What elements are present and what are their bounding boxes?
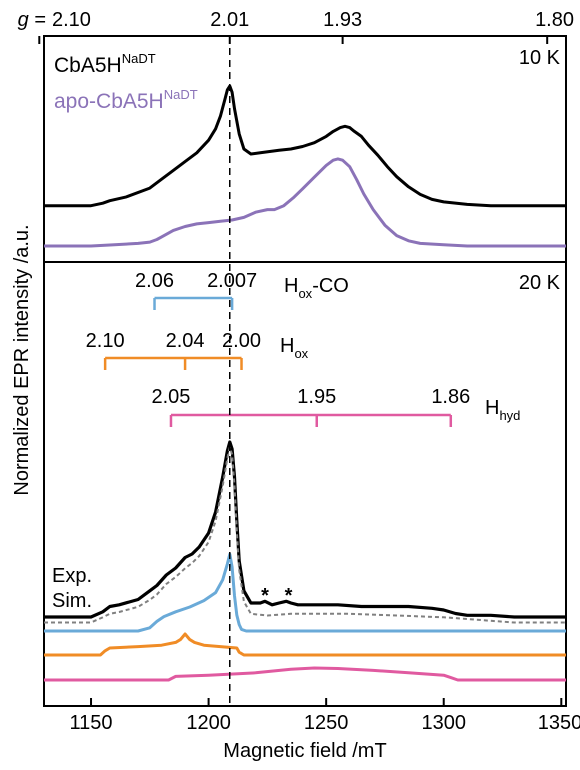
stick-tick-label: 2.10: [86, 330, 125, 352]
legend-cba5h-main: CbA5H: [54, 54, 122, 77]
series-line-1-0: [44, 440, 566, 619]
series-line-1-2: [44, 552, 566, 633]
g-axis-tick-label: 2.10: [52, 9, 91, 31]
legend-apo-cba5h: apo-CbA5HNaDT: [54, 87, 198, 113]
stick-tick-label: 1.86: [431, 386, 470, 408]
stick-tick-label: 2.007: [207, 270, 257, 292]
legend-cba5h: CbA5HNaDT: [54, 51, 156, 77]
series-line-1-1: [44, 446, 566, 624]
legend-apo-main: apo-CbA5H: [54, 90, 164, 113]
stick-tick-label: 2.06: [135, 270, 174, 292]
stick-diagram-name: Hox: [280, 335, 309, 361]
g-axis-symbol: g: [18, 9, 29, 31]
stick-tick-label: 2.04: [166, 330, 205, 352]
x-axis-tick-label: 1200: [186, 712, 231, 734]
stick-diagrams-layer: 2.06 2.007 Hox-CO 2.10 2.04 2.00 Hox 2.05 1.95 1.…: [86, 270, 521, 607]
g-axis-prefix: g =: [18, 9, 46, 31]
stick-tick-label: 2.05: [152, 386, 191, 408]
x-axis-layer: 1150 1200 1250 1300 1350: [70, 698, 580, 734]
g-axis-equals: =: [34, 9, 46, 31]
asterisk-marker: *: [285, 585, 293, 607]
stick-diagram-name: Hhyd: [485, 397, 520, 423]
y-axis-title: Normalized EPR intensity /a.u.: [11, 224, 33, 495]
x-axis-tick-label: 1350: [538, 712, 580, 734]
legend-exp: Exp.: [52, 565, 92, 587]
g-axis-ticks: 2.10 2.01 1.93 1.80: [38, 9, 574, 44]
series-line-0-0: [44, 84, 566, 208]
legend-sim: Sim.: [52, 590, 92, 612]
x-axis-tick-label: 1300: [421, 712, 466, 734]
stick-tick-label: 1.95: [297, 386, 336, 408]
stick-diagram-name: Hox-CO: [284, 275, 349, 301]
legend-cba5h-sup: NaDT: [122, 51, 156, 66]
temp-label-top: 10 K: [519, 47, 561, 69]
series-line-1-3: [44, 632, 566, 657]
x-axis-title: Magnetic field /mT: [223, 740, 386, 762]
panel-top-frame: [43, 35, 567, 263]
g-axis-tick-label: 1.93: [323, 9, 362, 31]
legend-apo-sup: NaDT: [164, 87, 198, 102]
series-line-1-4: [44, 666, 566, 682]
curves-layer: [44, 84, 566, 682]
panel-bottom-frame: [43, 261, 567, 707]
x-axis-tick-label: 1150: [70, 712, 113, 734]
stick-tick-label: 2.00: [222, 330, 261, 352]
asterisk-marker: *: [261, 585, 269, 607]
x-axis-tick-label: 1250: [304, 712, 349, 734]
temp-label-bottom: 20 K: [519, 272, 561, 294]
g-axis-tick-label: 2.01: [210, 9, 249, 31]
g-axis-tick-label: 1.80: [535, 9, 574, 31]
series-line-0-1: [44, 157, 566, 248]
